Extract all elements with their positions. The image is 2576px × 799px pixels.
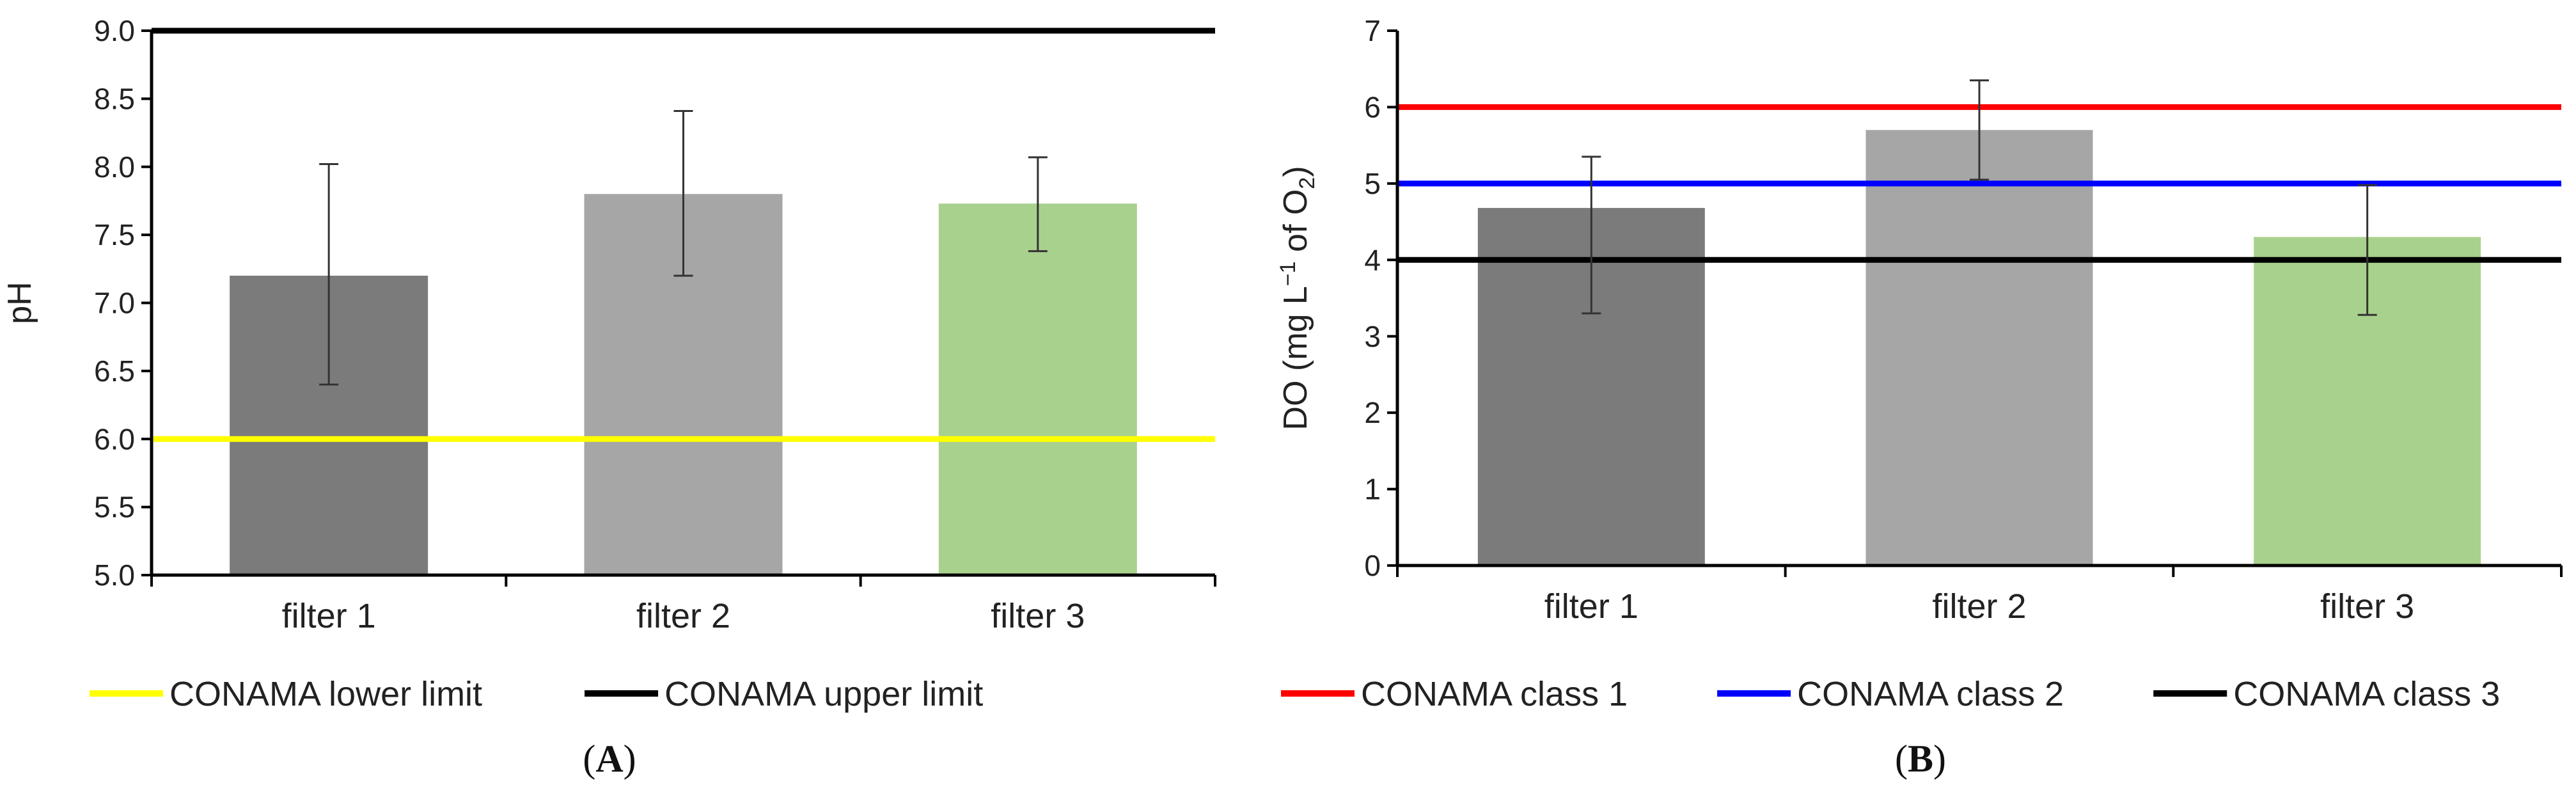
y-tick-label: 7.0 — [94, 287, 135, 320]
y-tick-label: 7.5 — [94, 218, 135, 251]
x-tick-label: filter 3 — [2320, 587, 2414, 626]
y-tick-label: 0 — [1364, 549, 1381, 582]
y-tick-label: 1 — [1364, 473, 1381, 506]
x-tick-label: filter 1 — [1544, 587, 1638, 626]
panel-label: (B) — [1895, 738, 1946, 780]
y-tick-label: 8.0 — [94, 150, 135, 184]
bar — [938, 203, 1137, 575]
x-tick-label: filter 1 — [282, 597, 376, 635]
panel-b-chart: 0 1 2 3 4 5 6 7 filter 1 filter 2 filter 3 DO (mg L… — [1276, 14, 2563, 780]
legend-label: CONAMA lower limit — [169, 675, 482, 713]
legend-label: CONAMA upper limit — [664, 675, 983, 713]
y-tick-label: 5.5 — [94, 491, 135, 524]
y-tick-label: 6 — [1364, 91, 1381, 124]
legend-label: CONAMA class 1 — [1361, 675, 1628, 713]
y-tick-label: 6.0 — [94, 422, 135, 455]
y-tick-label: 2 — [1364, 396, 1381, 429]
y-tick-label: 6.5 — [94, 354, 135, 388]
panel-label: (A) — [583, 738, 636, 780]
x-tick-label: filter 3 — [991, 597, 1085, 635]
x-tick-label: filter 2 — [636, 597, 730, 635]
legend-label: CONAMA class 3 — [2233, 675, 2500, 713]
y-tick-label: 4 — [1364, 243, 1381, 276]
y-tick-label: 7 — [1364, 14, 1381, 47]
y-tick-label: 5.0 — [94, 558, 135, 592]
y-tick-label: 8.5 — [94, 82, 135, 115]
x-tick-label: filter 2 — [1932, 587, 2026, 626]
bar — [1865, 130, 2093, 566]
y-axis-title: pH — [1, 281, 38, 324]
y-tick-label: 9.0 — [94, 14, 135, 47]
panel-a-chart: 5.0 5.5 6.0 6.5 7.0 7.5 8.0 8.5 9.0 filter 1 filte… — [1, 14, 1216, 780]
y-axis-title: DO (mg L−1 of O2) — [1276, 166, 1319, 430]
legend-label: CONAMA class 2 — [1797, 675, 2064, 713]
y-tick-label: 3 — [1364, 320, 1381, 353]
y-tick-label: 5 — [1364, 167, 1381, 200]
